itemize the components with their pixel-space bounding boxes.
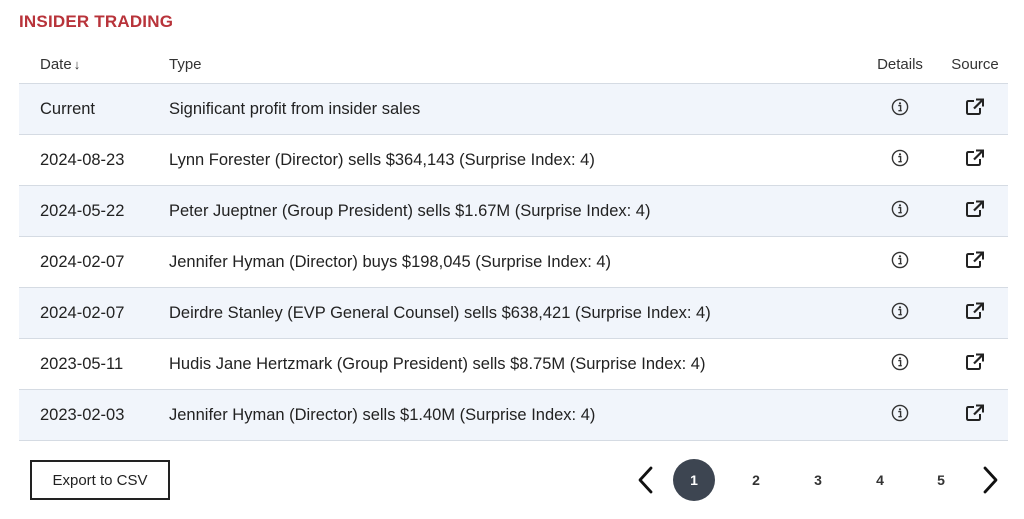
export-csv-button[interactable]: Export to CSV xyxy=(30,460,170,500)
row-date: Current xyxy=(40,99,96,118)
table-header: Date ↓ Type Details Source xyxy=(19,46,1008,84)
table-row: 2024-02-07 Jennifer Hyman (Director) buys… xyxy=(19,237,1008,288)
type-column-header: Type xyxy=(169,56,202,73)
date-column-header[interactable]: Date ↓ xyxy=(19,56,169,73)
info-circle-icon[interactable] xyxy=(891,200,909,218)
row-type: Jennifer Hyman (Director) buys $198,045 … xyxy=(169,252,612,271)
external-link-icon[interactable] xyxy=(965,98,985,116)
info-circle-icon[interactable] xyxy=(891,353,909,371)
sort-down-icon: ↓ xyxy=(73,57,81,72)
external-link-icon[interactable] xyxy=(965,251,985,269)
table-row: 2023-02-03 Jennifer Hyman (Director) sell… xyxy=(19,390,1008,441)
row-date: 2024-05-22 xyxy=(40,201,125,220)
page-button-2[interactable]: 2 xyxy=(752,472,760,488)
page-button-4[interactable]: 4 xyxy=(876,472,884,488)
chevron-right-icon[interactable] xyxy=(975,459,1005,501)
external-link-icon[interactable] xyxy=(965,353,985,371)
info-circle-icon[interactable] xyxy=(891,302,909,320)
row-type: Deirdre Stanley (EVP General Counsel) se… xyxy=(169,303,711,322)
row-type: Peter Jueptner (Group President) sells $… xyxy=(169,201,651,220)
table-row: 2024-08-23 Lynn Forester (Director) sells… xyxy=(19,135,1008,186)
external-link-icon[interactable] xyxy=(965,302,985,320)
table-row: Current Significant profit from insider s… xyxy=(19,84,1008,135)
table-row: 2023-05-11 Hudis Jane Hertzmark (Group Pr… xyxy=(19,339,1008,390)
source-column-header: Source xyxy=(951,56,999,73)
row-date: 2024-02-07 xyxy=(40,252,125,271)
section-title: INSIDER TRADING xyxy=(19,12,174,31)
chevron-left-icon[interactable] xyxy=(631,459,661,501)
table-row: 2024-05-22 Peter Jueptner (Group Presiden… xyxy=(19,186,1008,237)
row-date: 2024-08-23 xyxy=(40,150,125,169)
row-date: 2024-02-07 xyxy=(40,303,125,322)
pagination: 1 2 3 4 5 xyxy=(625,459,1015,501)
row-type: Hudis Jane Hertzmark (Group President) s… xyxy=(169,354,706,373)
info-circle-icon[interactable] xyxy=(891,98,909,116)
info-circle-icon[interactable] xyxy=(891,251,909,269)
row-type: Jennifer Hyman (Director) sells $1.40M (… xyxy=(169,405,596,424)
row-type: Lynn Forester (Director) sells $364,143 … xyxy=(169,150,595,169)
info-circle-icon[interactable] xyxy=(891,404,909,422)
external-link-icon[interactable] xyxy=(965,149,985,167)
info-circle-icon[interactable] xyxy=(891,149,909,167)
external-link-icon[interactable] xyxy=(965,404,985,422)
row-type: Significant profit from insider sales xyxy=(169,99,421,118)
row-date: 2023-02-03 xyxy=(40,405,125,424)
insider-trading-table: Date ↓ Type Details Source Current Signifi… xyxy=(19,46,1008,441)
page-button-3[interactable]: 3 xyxy=(814,472,822,488)
table-row: 2024-02-07 Deirdre Stanley (EVP General C… xyxy=(19,288,1008,339)
external-link-icon[interactable] xyxy=(965,200,985,218)
page-button-5[interactable]: 5 xyxy=(937,472,945,488)
table-body: Current Significant profit from insider s… xyxy=(19,84,1008,441)
details-column-header: Details xyxy=(877,56,923,73)
date-header-label: Date xyxy=(40,56,72,73)
row-date: 2023-05-11 xyxy=(40,354,124,373)
page-button-1[interactable]: 1 xyxy=(673,459,715,501)
